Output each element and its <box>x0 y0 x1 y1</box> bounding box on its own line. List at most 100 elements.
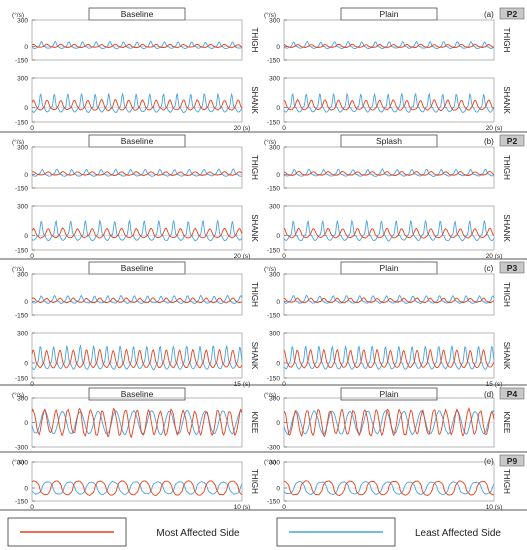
row-label: SHANK <box>502 342 511 370</box>
y-tick-label: -150 <box>15 313 28 320</box>
most-affected-line <box>283 171 495 176</box>
subject-badge <box>499 387 525 400</box>
y-tick-label: 0 <box>276 44 280 51</box>
condition-title-box <box>340 387 438 401</box>
y-unit-label: (°/s) <box>12 265 24 273</box>
subject-label: P2 <box>507 9 518 19</box>
x-tick-label: 10 (s) <box>486 504 503 511</box>
row-label: THIGH <box>250 28 259 53</box>
y-tick-label: 300 <box>269 272 280 279</box>
x-tick-label: 0 <box>30 125 34 132</box>
x-tick-label: 0 <box>30 504 34 511</box>
y-tick-label: 300 <box>17 18 28 25</box>
y-tick-label: 300 <box>269 331 280 338</box>
y-tick-label: 0 <box>276 172 280 179</box>
y-tick-label: 300 <box>269 18 280 25</box>
row-label: THIGH <box>502 155 511 180</box>
condition-title: Plain <box>380 389 399 399</box>
y-tick-label: 0 <box>24 233 28 240</box>
condition-title: Baseline <box>121 9 154 19</box>
subject-badge <box>499 261 525 274</box>
panel-tag: (a) <box>484 10 494 19</box>
x-tick-label: 20 (s) <box>234 253 251 260</box>
least-affected-line <box>31 344 243 371</box>
y-unit-label: (°/s) <box>264 391 276 399</box>
subject-label: P9 <box>507 456 518 466</box>
y-tick-label: -150 <box>267 248 280 255</box>
most-affected-line <box>283 348 495 369</box>
y-tick-label: 0 <box>276 105 280 112</box>
least-affected-line <box>31 40 243 50</box>
row-label: SHANK <box>502 214 511 242</box>
subject-label: P4 <box>507 389 518 399</box>
y-tick-label: -150 <box>15 120 28 127</box>
most-affected-line <box>31 227 243 239</box>
y-tick-label: 300 <box>269 204 280 211</box>
most-affected-line <box>31 407 243 439</box>
plot-area <box>31 205 243 251</box>
x-tick-label: 0 <box>282 504 286 511</box>
y-tick-label: -150 <box>267 120 280 127</box>
legend-label-least: Least Affected Side <box>415 528 501 539</box>
y-tick-label: 300 <box>17 76 28 83</box>
y-tick-label: 300 <box>17 145 28 152</box>
x-tick-label: 20 (s) <box>234 125 251 132</box>
row-label: SHANK <box>250 214 259 242</box>
plot-area <box>283 273 495 316</box>
y-tick-label: 0 <box>24 486 28 493</box>
least-affected-line <box>31 409 243 436</box>
x-tick-label: 20 (s) <box>486 253 503 260</box>
panel-tag: (b) <box>484 137 494 146</box>
row-label: THIGH <box>250 155 259 180</box>
row-label: THIGH <box>502 469 511 494</box>
most-affected-line <box>283 297 495 304</box>
plot-area <box>31 146 243 189</box>
y-tick-label: -150 <box>267 499 280 506</box>
y-tick-label: 300 <box>17 204 28 211</box>
y-unit-label: (°/s) <box>264 11 276 19</box>
y-tick-label: -150 <box>267 186 280 193</box>
x-tick-label: 0 <box>282 125 286 132</box>
y-tick-label: 0 <box>276 361 280 368</box>
subject-badge <box>499 134 525 147</box>
y-tick-label: -300 <box>15 445 28 452</box>
y-unit-label: (°/s) <box>264 265 276 273</box>
condition-title: Baseline <box>121 263 154 273</box>
row-label: KNEE <box>250 412 259 434</box>
y-tick-label: 300 <box>269 460 280 467</box>
y-unit-label: (°/s) <box>264 458 276 466</box>
panel-tag: (e) <box>484 457 494 466</box>
y-tick-label: -150 <box>267 58 280 65</box>
y-tick-label: 300 <box>17 331 28 338</box>
x-tick-label: 10 (s) <box>234 504 251 511</box>
most-affected-line <box>283 227 495 239</box>
y-tick-label: -150 <box>15 186 28 193</box>
panel-tag: (d) <box>484 390 494 399</box>
least-affected-line <box>283 294 495 304</box>
y-tick-label: 0 <box>276 486 280 493</box>
least-affected-line <box>283 92 495 114</box>
x-tick-label: 0 <box>30 253 34 260</box>
most-affected-line <box>31 348 243 369</box>
y-unit-label: (°/s) <box>12 458 24 466</box>
least-affected-line <box>31 294 243 305</box>
least-affected-line <box>31 481 243 495</box>
y-tick-label: -150 <box>15 58 28 65</box>
most-affected-line <box>31 171 243 177</box>
least-affected-line <box>31 219 243 242</box>
y-tick-label: 0 <box>276 299 280 306</box>
row-label: THIGH <box>250 469 259 494</box>
plot-area <box>283 332 495 379</box>
y-tick-label: 0 <box>276 233 280 240</box>
row-label: SHANK <box>502 86 511 114</box>
y-tick-label: 300 <box>17 272 28 279</box>
y-tick-label: 0 <box>24 420 28 427</box>
subject-label: P3 <box>507 263 518 273</box>
plot-area <box>283 461 495 502</box>
row-label: THIGH <box>502 282 511 307</box>
y-tick-label: 0 <box>24 105 28 112</box>
plot-area <box>283 146 495 189</box>
x-tick-label: 0 <box>282 253 286 260</box>
y-unit-label: (°/s) <box>12 138 24 146</box>
